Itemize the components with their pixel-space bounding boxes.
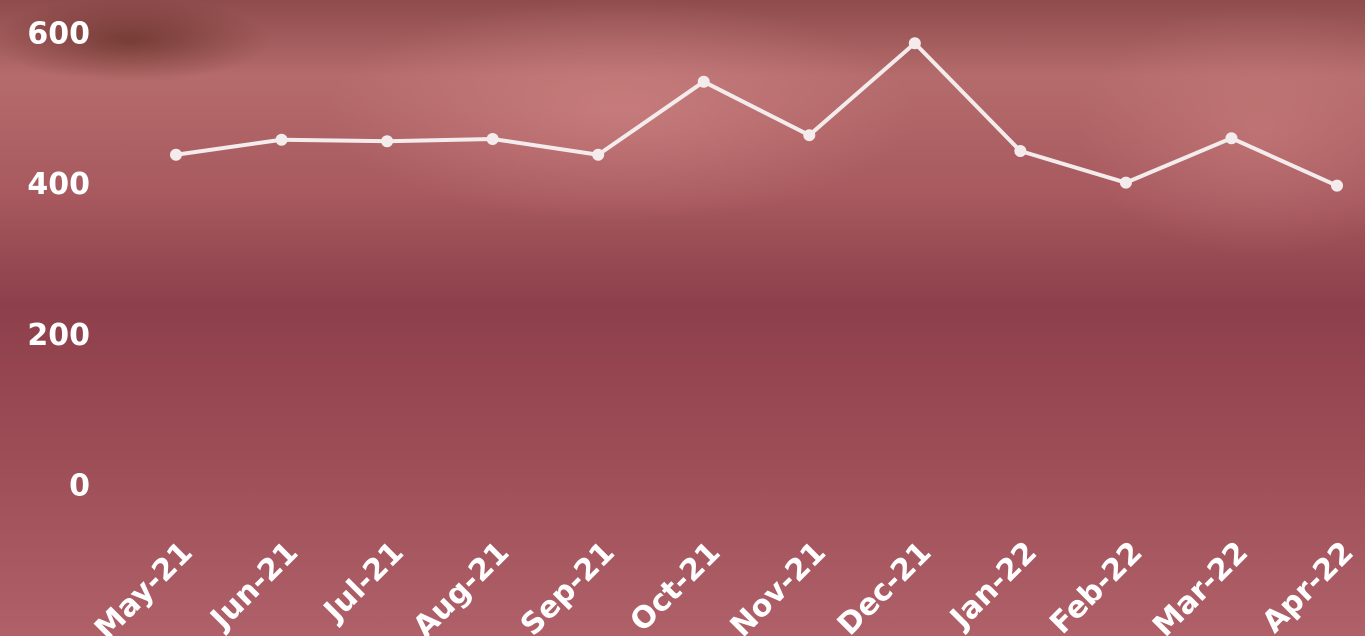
y-tick-label: 400 (27, 167, 90, 202)
x-tick-label: May-21 (88, 535, 200, 636)
x-tick-label: Apr-22 (1256, 535, 1361, 636)
point (381, 135, 394, 148)
y-tick-label: 200 (27, 318, 90, 353)
point (908, 37, 921, 50)
x-tick-label: Aug-21 (407, 535, 517, 636)
x-tick-label: Jul-21 (316, 535, 411, 630)
point (803, 129, 816, 142)
x-tick-label: Nov-21 (724, 535, 833, 636)
x-tick-label: Sep-21 (514, 535, 622, 636)
point (1225, 132, 1238, 145)
x-tick-label: Feb-22 (1043, 535, 1149, 636)
point (592, 148, 605, 161)
x-tick-label: Oct-21 (624, 535, 728, 636)
x-tick-label: Jan-22 (942, 535, 1044, 636)
y-tick-label: 0 (69, 469, 90, 504)
x-tick-label: Jun-21 (203, 535, 306, 636)
point (1331, 179, 1343, 192)
point (1014, 145, 1027, 158)
point (486, 132, 499, 145)
x-tick-label: Dec-21 (831, 535, 939, 636)
x-tick-label: Mar-22 (1146, 535, 1255, 636)
point (170, 148, 182, 161)
point (697, 75, 710, 88)
y-tick-label: 600 (27, 17, 90, 52)
point (1119, 176, 1132, 189)
line (175, 41, 1338, 188)
point (275, 133, 288, 146)
